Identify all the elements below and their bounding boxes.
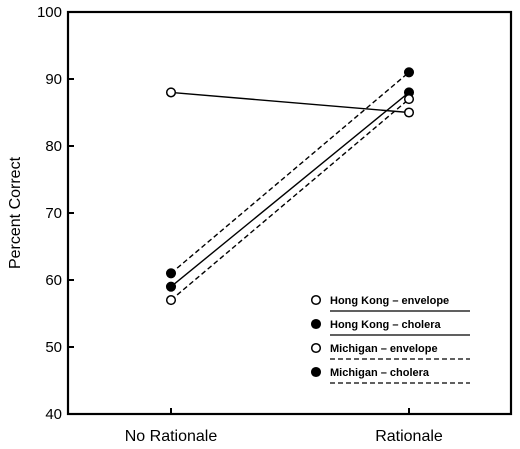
data-point bbox=[165, 87, 177, 98]
y-tick-label: 70 bbox=[45, 205, 62, 222]
y-tick-label: 50 bbox=[45, 339, 62, 356]
legend-item: Michigan – envelope bbox=[310, 342, 470, 360]
y-tick-label: 40 bbox=[45, 406, 62, 423]
data-point bbox=[403, 94, 415, 105]
legend-item: Michigan – cholera bbox=[310, 366, 470, 384]
y-tick-label: 100 bbox=[37, 4, 62, 21]
y-axis-label: Percent Correct bbox=[7, 156, 24, 269]
x-category-label: Rationale bbox=[375, 428, 443, 445]
legend-item: Hong Kong – envelope bbox=[310, 294, 470, 312]
legend-marker bbox=[310, 294, 322, 306]
series-line bbox=[170, 98, 410, 301]
y-tick-label: 60 bbox=[45, 272, 62, 289]
data-points bbox=[165, 67, 415, 306]
legend: Hong Kong – envelope Hong Kong – cholera… bbox=[310, 294, 470, 384]
y-tick-label: 90 bbox=[45, 71, 62, 88]
legend-label: Hong Kong – cholera bbox=[330, 319, 442, 331]
legend-item: Hong Kong – cholera bbox=[310, 318, 470, 336]
data-point bbox=[165, 268, 177, 279]
data-point bbox=[403, 107, 415, 118]
series-lines bbox=[170, 71, 410, 301]
legend-label: Hong Kong – envelope bbox=[330, 295, 449, 307]
legend-marker bbox=[310, 366, 322, 378]
plot-frame bbox=[66, 10, 513, 416]
series-line bbox=[170, 91, 410, 288]
legend-marker bbox=[310, 342, 322, 354]
y-axis-ticks: 40 50 60 70 80 90 100 bbox=[37, 4, 74, 423]
axes bbox=[66, 10, 513, 416]
series-line bbox=[170, 71, 410, 274]
data-point bbox=[165, 281, 177, 292]
x-axis-categories: No Rationale Rationale bbox=[125, 428, 443, 445]
data-point bbox=[165, 295, 177, 306]
legend-label: Michigan – envelope bbox=[330, 343, 438, 355]
legend-label: Michigan – cholera bbox=[330, 367, 430, 379]
y-tick-label: 80 bbox=[45, 138, 62, 155]
data-point bbox=[403, 67, 415, 78]
series-line bbox=[170, 91, 410, 114]
x-category-label: No Rationale bbox=[125, 428, 218, 445]
legend-marker bbox=[310, 318, 322, 330]
